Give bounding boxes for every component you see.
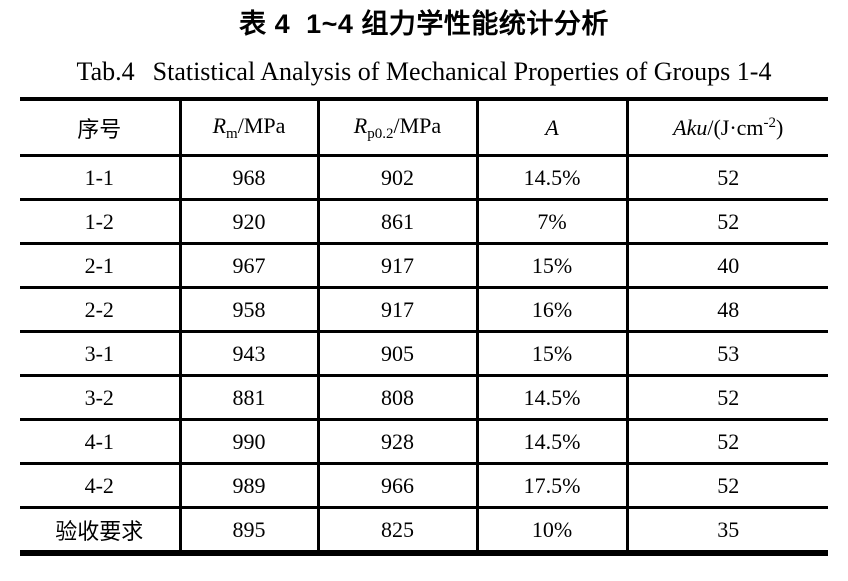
cell-rm: 958 (180, 287, 320, 333)
column-header-rp02-symbol: R (353, 112, 368, 138)
column-header-rp02: Rp0.2/MPa (318, 99, 479, 157)
cell-aku: 52 (627, 463, 828, 509)
cell-elongation: 15% (477, 243, 629, 289)
cell-serial: 4-2 (20, 463, 182, 509)
cell-elongation: 17.5% (477, 463, 629, 509)
table-row: 3-2 881 808 14.5% 52 (20, 375, 828, 421)
column-header-rm: Rm/MPa (180, 99, 320, 157)
cell-elongation: 7% (477, 199, 629, 245)
cell-rm: 989 (180, 463, 320, 509)
column-header-aku-unit: /(J·cm (707, 114, 764, 140)
table-row: 1-1 968 902 14.5% 52 (20, 155, 828, 201)
cell-rm: 968 (180, 155, 320, 201)
column-header-serial: 序号 (20, 99, 182, 157)
cell-aku: 35 (717, 516, 740, 542)
table-caption-en-number: Tab.4 (76, 57, 135, 86)
column-header-rm-subscript: m (226, 125, 238, 142)
cell-rp02: 966 (318, 463, 479, 509)
column-header-aku-symbol: Aku (673, 114, 708, 140)
cell-rp02: 928 (318, 419, 479, 465)
column-header-rm-symbol: R (212, 112, 227, 138)
cell-rm: 967 (180, 243, 320, 289)
cell-aku: 40 (627, 243, 828, 289)
cell-rp02: 905 (318, 331, 479, 377)
cell-aku: 52 (627, 199, 828, 245)
cell-elongation: 14.5% (477, 375, 629, 421)
cell-rm: 920 (180, 199, 320, 245)
column-header-elongation: A (477, 99, 629, 157)
table-row: 3-1 943 905 15% 53 (20, 331, 828, 377)
cell-serial: 2-2 (20, 287, 182, 333)
table-row: 4-2 989 966 17.5% 52 (20, 463, 828, 509)
cell-rm: 990 (180, 419, 320, 465)
cell-elongation: 16% (477, 287, 629, 333)
table-header-row: 序号 Rm/MPa Rp0.2/MPa A Aku/(J·cm-2) (20, 99, 828, 157)
cell-rm: 881 (180, 375, 320, 421)
cell-aku: 52 (627, 375, 828, 421)
column-header-serial-label: 序号 (77, 116, 122, 142)
column-header-rp02-unit: /MPa (393, 112, 442, 138)
cell-serial: 1-2 (20, 199, 182, 245)
table-row: 2-1 967 917 15% 40 (20, 243, 828, 289)
table-caption-zh: 表 4 1~4 组力学性能统计分析 (0, 7, 848, 41)
cell-aku: 53 (627, 331, 828, 377)
table-caption-en: Tab.4 Statistical Analysis of Mechanical … (0, 56, 848, 88)
table-row: 1-2 920 861 7% 52 (20, 199, 828, 245)
table-row-acceptance: 验收要求 895 825 10% 35 (20, 507, 828, 553)
cell-rm: 895 (180, 507, 320, 553)
cell-rp02: 902 (318, 155, 479, 201)
column-header-aku-exponent: -2 (763, 114, 777, 131)
cell-rp02: 808 (318, 375, 479, 421)
column-header-elongation-symbol: A (545, 114, 559, 140)
cell-aku: 52 (627, 155, 828, 201)
cell-rp02: 917 (318, 287, 479, 333)
cell-rp02: 917 (318, 243, 479, 289)
cell-rp02: 825 (318, 507, 479, 553)
table-row: 2-2 958 917 16% 48 (20, 287, 828, 333)
cell-serial: 验收要求 (20, 507, 182, 553)
cell-rm: 943 (180, 331, 320, 377)
table-caption-zh-text: 1~4 组力学性能统计分析 (306, 9, 609, 39)
cell-serial: 2-1 (20, 243, 182, 289)
cell-serial: 1-1 (20, 155, 182, 201)
cell-elongation: 10% (477, 507, 629, 553)
table-row: 4-1 990 928 14.5% 52 (20, 419, 828, 465)
cell-serial: 3-1 (20, 331, 182, 377)
paper-page: 表 4 1~4 组力学性能统计分析 Tab.4 Statistical Analys… (0, 7, 848, 581)
table-caption-zh-number: 表 4 (239, 9, 291, 39)
cell-aku: 48 (627, 287, 828, 333)
column-header-rp02-subscript: p0.2 (367, 125, 394, 142)
table-caption-en-text: Statistical Analysis of Mechanical Prope… (152, 57, 772, 86)
cell-elongation: 15% (477, 331, 629, 377)
column-header-rm-unit: /MPa (237, 112, 286, 138)
column-header-aku: Aku/(J·cm-2) (627, 99, 828, 157)
cell-serial: 3-2 (20, 375, 182, 421)
cell-serial: 4-1 (20, 419, 182, 465)
cell-elongation: 14.5% (477, 155, 629, 201)
column-header-aku-unit-close: ) (776, 114, 784, 140)
mechanical-properties-table: 序号 Rm/MPa Rp0.2/MPa A Aku/(J·cm-2) 1-1 (20, 97, 828, 556)
cell-elongation: 14.5% (477, 419, 629, 465)
cell-rp02: 861 (318, 199, 479, 245)
cell-aku: 52 (627, 419, 828, 465)
